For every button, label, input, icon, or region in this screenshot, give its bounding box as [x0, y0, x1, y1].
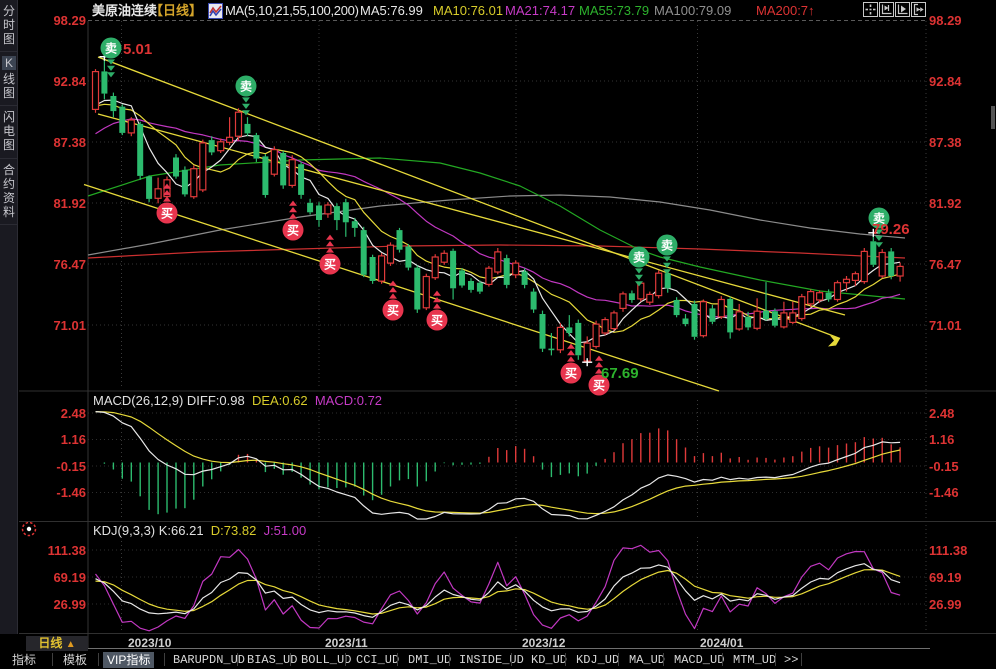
svg-text:买: 买 — [593, 379, 605, 393]
svg-text:买: 买 — [565, 367, 577, 381]
svg-text:5.01: 5.01 — [123, 41, 152, 58]
svg-text:67.69: 67.69 — [601, 365, 639, 382]
svg-text:买: 买 — [161, 207, 173, 221]
svg-text:卖: 卖 — [105, 41, 117, 56]
svg-text:卖: 卖 — [661, 238, 673, 253]
svg-text:卖: 卖 — [240, 79, 252, 94]
svg-text:买: 买 — [287, 224, 299, 238]
svg-text:买: 买 — [431, 314, 443, 328]
svg-text:79.26: 79.26 — [872, 221, 910, 238]
svg-text:买: 买 — [387, 304, 399, 318]
svg-text:买: 买 — [324, 258, 336, 272]
svg-text:卖: 卖 — [873, 211, 885, 226]
svg-text:卖: 卖 — [633, 250, 645, 265]
